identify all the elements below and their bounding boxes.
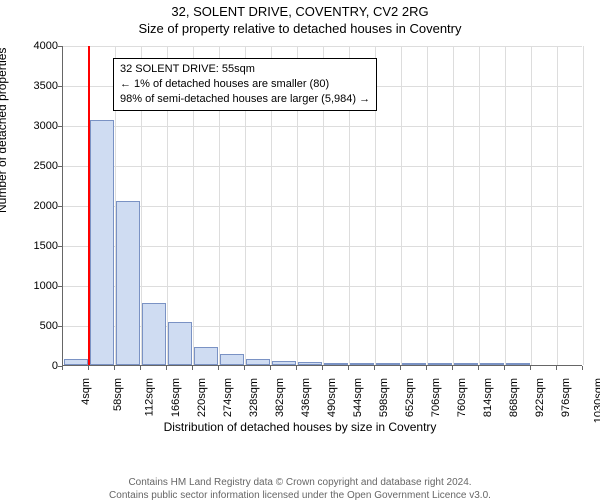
x-tick-mark xyxy=(244,366,245,370)
histogram-bar xyxy=(64,359,89,365)
x-tick-mark xyxy=(192,366,193,370)
x-tick-mark xyxy=(556,366,557,370)
histogram-bar xyxy=(454,363,479,365)
y-tick-mark xyxy=(58,166,62,167)
grid-v xyxy=(531,46,532,365)
x-tick-label: 922sqm xyxy=(534,378,546,417)
y-tick-label: 3500 xyxy=(8,80,58,92)
y-tick-label: 3000 xyxy=(8,120,58,132)
y-tick-mark xyxy=(58,126,62,127)
histogram-bar xyxy=(142,303,167,365)
y-tick-label: 0 xyxy=(8,360,58,372)
y-tick-mark xyxy=(58,286,62,287)
x-tick-label: 436sqm xyxy=(300,378,312,417)
x-tick-label: 760sqm xyxy=(456,378,468,417)
y-tick-label: 2000 xyxy=(8,200,58,212)
y-tick-label: 1500 xyxy=(8,240,58,252)
x-tick-mark xyxy=(400,366,401,370)
y-tick-label: 2500 xyxy=(8,160,58,172)
x-axis-label: Distribution of detached houses by size … xyxy=(0,420,600,434)
chart-container: Number of detached properties 32 SOLENT … xyxy=(0,42,600,450)
histogram-bar xyxy=(376,363,401,365)
x-tick-mark xyxy=(166,366,167,370)
histogram-bar xyxy=(116,201,141,365)
x-tick-mark xyxy=(270,366,271,370)
x-tick-mark xyxy=(374,366,375,370)
histogram-bar xyxy=(220,354,245,365)
x-tick-label: 166sqm xyxy=(170,378,182,417)
x-tick-mark xyxy=(322,366,323,370)
grid-v xyxy=(453,46,454,365)
x-tick-label: 274sqm xyxy=(222,378,234,417)
x-tick-label: 4sqm xyxy=(80,378,92,405)
x-tick-label: 706sqm xyxy=(430,378,442,417)
y-tick-mark xyxy=(58,86,62,87)
x-tick-mark xyxy=(348,366,349,370)
x-tick-label: 112sqm xyxy=(143,378,155,416)
callout-line2: ← 1% of detached houses are smaller (80) xyxy=(120,77,370,92)
x-tick-label: 328sqm xyxy=(248,378,260,417)
y-tick-mark xyxy=(58,246,62,247)
x-tick-label: 814sqm xyxy=(482,378,494,417)
x-tick-mark xyxy=(140,366,141,370)
x-tick-label: 598sqm xyxy=(378,378,390,417)
footer-line2: Contains public sector information licen… xyxy=(0,489,600,502)
histogram-bar xyxy=(350,363,375,365)
callout-box: 32 SOLENT DRIVE: 55sqm ← 1% of detached … xyxy=(113,58,377,111)
histogram-bar xyxy=(272,361,297,365)
x-tick-mark xyxy=(62,366,63,370)
grid-v xyxy=(583,46,584,365)
grid-v xyxy=(505,46,506,365)
y-tick-label: 500 xyxy=(8,320,58,332)
grid-v xyxy=(479,46,480,365)
x-tick-label: 58sqm xyxy=(112,378,124,411)
x-tick-mark xyxy=(478,366,479,370)
grid-v xyxy=(557,46,558,365)
x-tick-label: 544sqm xyxy=(352,378,364,417)
histogram-bar xyxy=(194,347,219,365)
x-tick-mark xyxy=(296,366,297,370)
histogram-bar xyxy=(506,363,531,365)
marker-line xyxy=(88,46,90,365)
y-tick-mark xyxy=(58,206,62,207)
footer-line1: Contains HM Land Registry data © Crown c… xyxy=(0,476,600,489)
histogram-bar xyxy=(90,120,115,365)
y-tick-mark xyxy=(58,46,62,47)
x-tick-label: 868sqm xyxy=(508,378,520,417)
histogram-bar xyxy=(324,363,349,365)
histogram-bar xyxy=(246,359,271,365)
footer: Contains HM Land Registry data © Crown c… xyxy=(0,476,600,502)
callout-line3: 98% of semi-detached houses are larger (… xyxy=(120,92,370,107)
x-tick-mark xyxy=(452,366,453,370)
x-tick-mark xyxy=(218,366,219,370)
histogram-bar xyxy=(428,363,453,365)
callout-line1: 32 SOLENT DRIVE: 55sqm xyxy=(120,62,370,77)
x-tick-mark xyxy=(114,366,115,370)
x-tick-mark xyxy=(582,366,583,370)
x-tick-mark xyxy=(504,366,505,370)
grid-v xyxy=(401,46,402,365)
x-tick-label: 382sqm xyxy=(274,378,286,417)
x-tick-label: 1030sqm xyxy=(592,378,600,423)
x-tick-label: 976sqm xyxy=(560,378,572,417)
histogram-bar xyxy=(168,322,193,365)
plot-area: 32 SOLENT DRIVE: 55sqm ← 1% of detached … xyxy=(62,46,582,366)
x-tick-label: 652sqm xyxy=(404,378,416,417)
x-tick-label: 490sqm xyxy=(326,378,338,417)
y-tick-label: 4000 xyxy=(8,40,58,52)
x-tick-mark xyxy=(530,366,531,370)
histogram-bar xyxy=(480,363,505,365)
x-tick-mark xyxy=(88,366,89,370)
histogram-bar xyxy=(298,362,323,365)
x-tick-label: 220sqm xyxy=(196,378,208,417)
x-tick-mark xyxy=(426,366,427,370)
grid-v xyxy=(427,46,428,365)
page-title-sub: Size of property relative to detached ho… xyxy=(0,21,600,36)
page-title-address: 32, SOLENT DRIVE, COVENTRY, CV2 2RG xyxy=(0,4,600,19)
histogram-bar xyxy=(402,363,427,365)
y-tick-mark xyxy=(58,326,62,327)
y-tick-label: 1000 xyxy=(8,280,58,292)
